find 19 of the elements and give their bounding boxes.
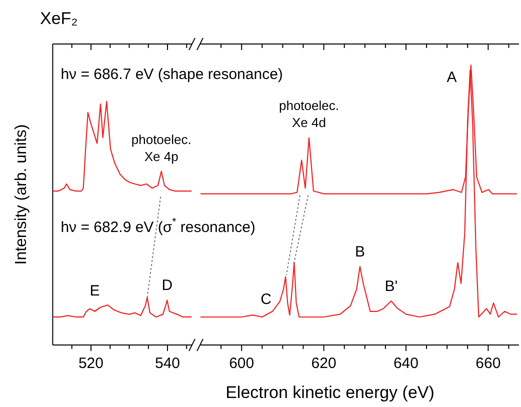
x-tick-label: 540 bbox=[154, 355, 180, 372]
x-tick-label: 640 bbox=[393, 355, 418, 372]
text: hν = 682.9 eV (σ$^{*}$ resonance) bbox=[60, 216, 256, 236]
x-tick-label: 600 bbox=[229, 355, 254, 372]
annotation: C bbox=[260, 290, 272, 308]
annotation: photoelec. Xe 4d bbox=[278, 98, 339, 130]
annotation: D bbox=[162, 277, 173, 294]
annotation: B' bbox=[384, 278, 398, 296]
chart-title: XeF₂ bbox=[40, 9, 78, 28]
annotation: photoelec. Xe 4p bbox=[131, 132, 192, 164]
annotation: B bbox=[354, 244, 365, 261]
annotation: E bbox=[90, 282, 100, 300]
y-axis-title: Intensity (arb. units) bbox=[13, 124, 30, 265]
x-tick-label: 660 bbox=[476, 355, 501, 372]
x-axis-title: Electron kinetic energy (eV) bbox=[226, 383, 434, 402]
x-tick-label: 520 bbox=[78, 355, 104, 372]
text: hν = 686.7 eV (shape resonance) bbox=[60, 66, 283, 83]
annotation: A bbox=[446, 68, 457, 86]
x-tick-label: 620 bbox=[311, 355, 336, 372]
